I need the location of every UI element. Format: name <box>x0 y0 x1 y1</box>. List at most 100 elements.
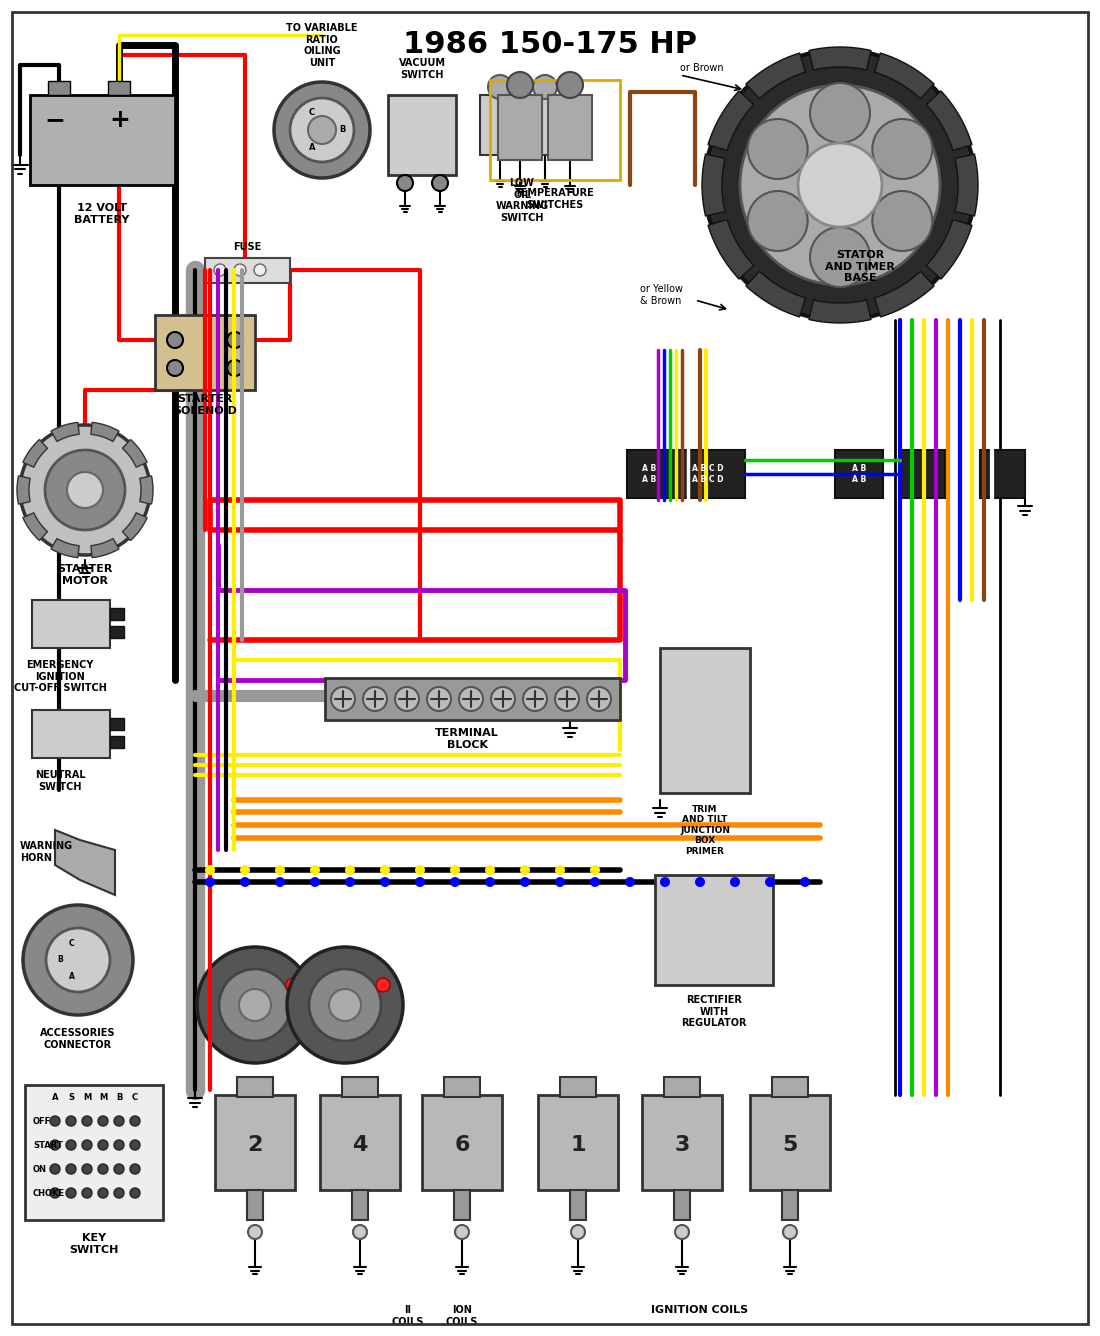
Text: II
COILS: II COILS <box>392 1305 425 1327</box>
Wedge shape <box>808 301 871 323</box>
Circle shape <box>98 1140 108 1150</box>
Circle shape <box>798 143 882 227</box>
Circle shape <box>66 1116 76 1126</box>
Circle shape <box>310 864 320 875</box>
Circle shape <box>353 1225 367 1238</box>
Circle shape <box>240 864 250 875</box>
Text: 5: 5 <box>782 1136 797 1156</box>
Circle shape <box>427 687 451 711</box>
Circle shape <box>98 1188 108 1198</box>
FancyBboxPatch shape <box>155 315 255 390</box>
FancyBboxPatch shape <box>248 1190 263 1220</box>
Text: VACUUM
SWITCH: VACUUM SWITCH <box>398 59 446 80</box>
FancyBboxPatch shape <box>236 1077 273 1097</box>
Text: FUSE: FUSE <box>233 242 261 253</box>
Text: OFF: OFF <box>33 1117 52 1126</box>
FancyBboxPatch shape <box>388 95 456 175</box>
Wedge shape <box>926 219 972 279</box>
FancyBboxPatch shape <box>110 736 124 748</box>
Text: A: A <box>52 1093 58 1101</box>
FancyBboxPatch shape <box>900 450 945 498</box>
Wedge shape <box>51 422 79 441</box>
Circle shape <box>590 876 600 887</box>
Text: A B
A B: A B A B <box>851 465 866 484</box>
FancyBboxPatch shape <box>324 677 620 720</box>
Text: A: A <box>309 143 316 152</box>
Text: M: M <box>82 1093 91 1101</box>
Wedge shape <box>708 91 754 151</box>
FancyBboxPatch shape <box>980 450 1025 498</box>
Text: 4: 4 <box>352 1136 367 1156</box>
Wedge shape <box>122 440 147 468</box>
FancyBboxPatch shape <box>570 1190 586 1220</box>
Text: A B C D
A B C D: A B C D A B C D <box>692 465 724 484</box>
Text: or Yellow
& Brown: or Yellow & Brown <box>640 285 683 306</box>
Text: START: START <box>33 1141 63 1150</box>
Circle shape <box>274 81 370 178</box>
Wedge shape <box>702 154 725 216</box>
Text: TEMPERATURE
SWITCHES: TEMPERATURE SWITCHES <box>515 188 595 210</box>
Circle shape <box>234 265 246 277</box>
Text: ACCESSORIES
CONNECTOR: ACCESSORIES CONNECTOR <box>41 1027 116 1050</box>
Wedge shape <box>140 476 153 504</box>
Circle shape <box>625 876 635 887</box>
FancyBboxPatch shape <box>672 450 745 498</box>
Circle shape <box>660 876 670 887</box>
Circle shape <box>46 929 110 993</box>
Circle shape <box>379 864 390 875</box>
Text: A B
A B: A B A B <box>642 465 656 484</box>
Wedge shape <box>51 538 79 557</box>
Circle shape <box>114 1116 124 1126</box>
Circle shape <box>764 876 776 887</box>
FancyBboxPatch shape <box>782 1190 797 1220</box>
Circle shape <box>376 978 390 993</box>
Circle shape <box>66 1188 76 1198</box>
Circle shape <box>556 687 579 711</box>
Text: or Brown: or Brown <box>680 63 724 73</box>
Circle shape <box>491 687 515 711</box>
Circle shape <box>379 876 390 887</box>
Circle shape <box>66 1164 76 1174</box>
FancyBboxPatch shape <box>660 648 750 794</box>
Circle shape <box>50 1140 60 1150</box>
Text: STARTER
SOLENOID: STARTER SOLENOID <box>173 394 236 415</box>
Text: KEY
SWITCH: KEY SWITCH <box>69 1233 119 1255</box>
Circle shape <box>520 876 530 887</box>
Circle shape <box>459 687 483 711</box>
FancyBboxPatch shape <box>480 95 520 155</box>
Text: +: + <box>110 108 131 132</box>
Circle shape <box>286 978 300 993</box>
Circle shape <box>114 1140 124 1150</box>
Circle shape <box>240 876 250 887</box>
FancyBboxPatch shape <box>214 1096 295 1190</box>
FancyBboxPatch shape <box>772 1077 808 1097</box>
Circle shape <box>205 864 214 875</box>
Wedge shape <box>708 219 754 279</box>
Circle shape <box>82 1164 92 1174</box>
FancyBboxPatch shape <box>32 600 110 648</box>
Circle shape <box>50 1188 60 1198</box>
Text: B: B <box>339 126 345 135</box>
Circle shape <box>748 191 807 251</box>
Text: ON: ON <box>33 1165 47 1174</box>
Circle shape <box>571 1225 585 1238</box>
Text: B: B <box>57 955 63 965</box>
Circle shape <box>130 1188 140 1198</box>
Wedge shape <box>955 154 978 216</box>
FancyBboxPatch shape <box>674 1190 690 1220</box>
Text: C: C <box>309 108 315 118</box>
Wedge shape <box>23 440 47 468</box>
Circle shape <box>520 864 530 875</box>
FancyBboxPatch shape <box>320 1096 400 1190</box>
Circle shape <box>329 989 361 1021</box>
FancyBboxPatch shape <box>548 95 592 160</box>
FancyBboxPatch shape <box>627 450 672 498</box>
Text: STARTER
MOTOR: STARTER MOTOR <box>57 564 112 585</box>
Circle shape <box>810 83 870 143</box>
Circle shape <box>50 1164 60 1174</box>
Text: −: − <box>44 108 66 132</box>
Circle shape <box>872 119 933 179</box>
Circle shape <box>45 450 125 530</box>
Circle shape <box>800 876 810 887</box>
FancyBboxPatch shape <box>110 608 124 620</box>
